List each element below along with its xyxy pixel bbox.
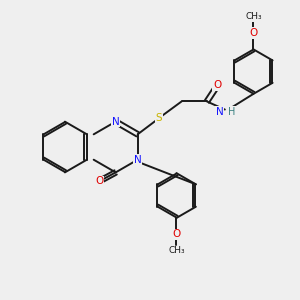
Text: H: H (228, 107, 235, 117)
Text: N: N (216, 107, 223, 117)
Text: S: S (156, 113, 163, 123)
Text: CH₃: CH₃ (169, 246, 185, 255)
Text: O: O (249, 28, 257, 38)
Text: N: N (134, 155, 142, 165)
Text: O: O (213, 80, 221, 90)
Text: N: N (112, 117, 119, 127)
Text: O: O (172, 230, 181, 239)
Text: O: O (95, 176, 103, 186)
Text: CH₃: CH₃ (245, 12, 262, 21)
